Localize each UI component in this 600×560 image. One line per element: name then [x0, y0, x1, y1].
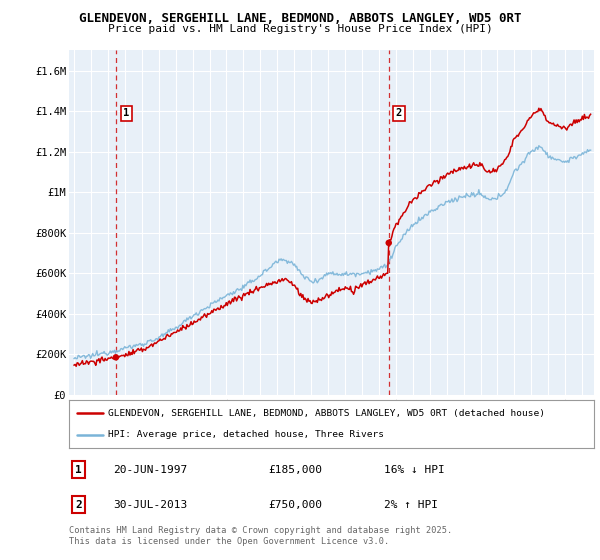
Text: 2: 2 [396, 108, 402, 118]
Text: GLENDEVON, SERGEHILL LANE, BEDMOND, ABBOTS LANGLEY, WD5 0RT: GLENDEVON, SERGEHILL LANE, BEDMOND, ABBO… [79, 12, 521, 25]
Text: HPI: Average price, detached house, Three Rivers: HPI: Average price, detached house, Thre… [109, 430, 385, 439]
Text: GLENDEVON, SERGEHILL LANE, BEDMOND, ABBOTS LANGLEY, WD5 0RT (detached house): GLENDEVON, SERGEHILL LANE, BEDMOND, ABBO… [109, 409, 545, 418]
Text: Price paid vs. HM Land Registry's House Price Index (HPI): Price paid vs. HM Land Registry's House … [107, 24, 493, 34]
Point [111, 353, 121, 362]
Point [384, 239, 394, 248]
Text: 2: 2 [76, 500, 82, 510]
Text: 1: 1 [76, 465, 82, 475]
Text: 1: 1 [123, 108, 130, 118]
Text: 20-JUN-1997: 20-JUN-1997 [113, 465, 188, 475]
Text: £750,000: £750,000 [269, 500, 323, 510]
Text: Contains HM Land Registry data © Crown copyright and database right 2025.
This d: Contains HM Land Registry data © Crown c… [69, 526, 452, 546]
Text: 30-JUL-2013: 30-JUL-2013 [113, 500, 188, 510]
Text: £185,000: £185,000 [269, 465, 323, 475]
Text: 16% ↓ HPI: 16% ↓ HPI [384, 465, 445, 475]
Text: 2% ↑ HPI: 2% ↑ HPI [384, 500, 438, 510]
